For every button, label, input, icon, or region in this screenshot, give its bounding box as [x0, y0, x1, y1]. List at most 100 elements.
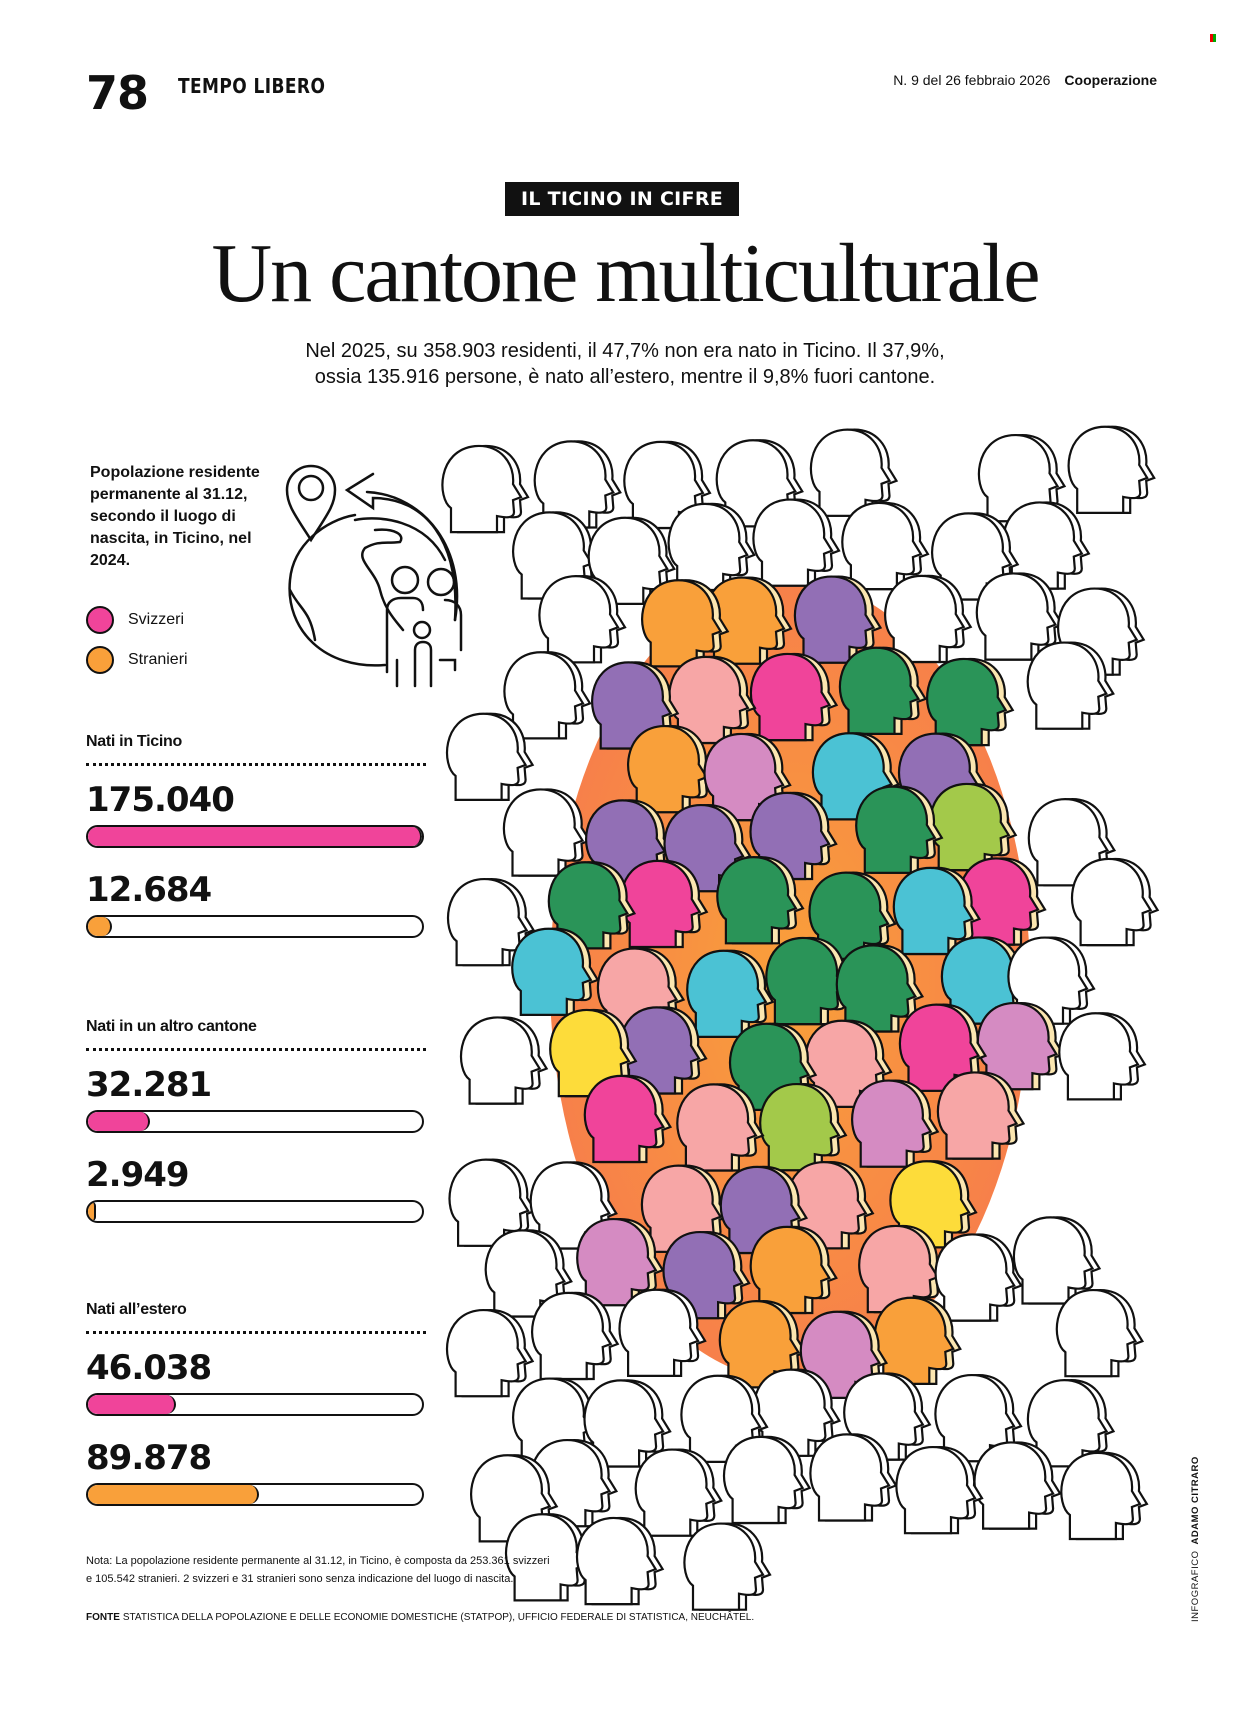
legend-title: Popolazione residente permanente al 31.1… — [90, 464, 260, 569]
colored-head-icon — [936, 1071, 1026, 1160]
colored-head-icon — [583, 1074, 673, 1164]
colored-head-icon — [926, 657, 1015, 747]
outline-head-icon — [587, 516, 676, 606]
publication-name: Cooperazione — [1064, 72, 1157, 88]
print-color-mark — [1210, 34, 1216, 42]
legend-swatch-stranieri — [86, 646, 114, 674]
globe-family-illustration — [285, 464, 463, 688]
source-line: FONTE STATISTICA DELLA POPOLAZIONE E DELL… — [86, 1612, 754, 1623]
colored-head-icon — [576, 1218, 665, 1307]
footnote-line: Nota: La popolazione residente permanent… — [86, 1555, 550, 1567]
colored-head-icon — [511, 927, 600, 1016]
bar-fill-svizzeri — [88, 827, 422, 846]
outline-head-icon — [1067, 425, 1156, 515]
outline-head-icon — [1060, 1451, 1149, 1541]
colored-head-icon — [749, 1225, 838, 1315]
colored-head-icon — [793, 575, 883, 664]
outline-head-icon — [502, 788, 592, 877]
value-label-svizzeri: 32.281 — [86, 1065, 212, 1105]
credit-name: ADAMO CITRARO — [1190, 1456, 1201, 1545]
group-label: Nati in un altro cantone — [86, 1018, 257, 1035]
issue-info: N. 9 del 26 febbraio 2026 Cooperazione — [893, 72, 1157, 88]
colored-head-icon — [759, 1083, 848, 1172]
bar-track-stranieri — [86, 1200, 424, 1223]
colored-head-icon — [627, 725, 716, 814]
bar-track-svizzeri — [86, 825, 424, 848]
subtitle: Nel 2025, su 358.903 residenti, il 47,7%… — [0, 338, 1250, 390]
bar-fill-stranieri — [88, 1202, 97, 1221]
outline-head-icon — [722, 1435, 812, 1525]
outline-head-icon — [1026, 1379, 1116, 1468]
bar-track-stranieri — [86, 1483, 424, 1506]
outline-head-icon — [934, 1233, 1023, 1322]
dotted-divider — [86, 763, 426, 766]
outline-head-icon — [934, 1374, 1023, 1463]
outline-head-icon — [446, 878, 536, 967]
outline-head-icon — [1026, 641, 1115, 730]
outline-head-icon — [973, 1441, 1062, 1530]
colored-head-icon — [716, 856, 805, 945]
outline-head-icon — [583, 1379, 672, 1468]
legend-item-stranieri: Stranieri — [86, 646, 188, 674]
bar-fill-stranieri — [88, 917, 113, 936]
colored-head-icon — [851, 1079, 940, 1168]
colored-head-icon — [808, 871, 897, 960]
colored-head-icon — [547, 861, 637, 950]
outline-head-icon — [1012, 1216, 1102, 1305]
infographic-credit: INFOGRAFICO ADAMO CITRARO — [1190, 1456, 1201, 1622]
outline-head-icon — [533, 440, 622, 529]
family-icon — [385, 565, 463, 688]
outline-head-icon — [459, 1016, 549, 1105]
outline-head-icon — [445, 1309, 535, 1398]
colored-head-icon — [892, 866, 982, 956]
outline-head-icon — [503, 651, 592, 740]
globe-icon — [288, 513, 447, 667]
outline-head-icon — [538, 575, 627, 664]
footnote: Nota: La popolazione residente permanent… — [86, 1552, 646, 1588]
bar-fill-stranieri — [88, 1485, 260, 1504]
section-name: TEMPO LIBERO — [178, 74, 326, 98]
heads-illustration — [420, 420, 1160, 1635]
outline-head-icon — [634, 1448, 723, 1537]
colored-head-icon — [620, 859, 709, 949]
outline-head-icon — [809, 428, 899, 517]
footnote-line: e 105.542 stranieri. 2 svizzeri e 31 str… — [86, 1573, 514, 1585]
subtitle-line: Nel 2025, su 358.903 residenti, il 47,7%… — [305, 340, 945, 362]
colored-head-icon — [940, 936, 1030, 1025]
group-label: Nati all’estero — [86, 1301, 187, 1318]
outline-head-icon — [752, 498, 841, 587]
colored-head-icon — [668, 655, 757, 745]
colored-head-icon — [898, 1003, 988, 1092]
legend-label: Svizzeri — [128, 611, 185, 628]
value-label-stranieri: 2.949 — [86, 1155, 190, 1195]
dotted-divider — [86, 1331, 426, 1334]
outline-head-icon — [1055, 1289, 1145, 1378]
outline-head-icon — [1058, 1012, 1147, 1101]
outline-head-icon — [445, 712, 535, 801]
outline-head-icon — [1007, 936, 1096, 1025]
outline-head-icon — [975, 572, 1065, 661]
subtitle-line: ossia 135.916 persone, è nato all’estero… — [314, 366, 936, 388]
bar-fill-svizzeri — [88, 1112, 150, 1131]
outline-head-icon — [618, 1288, 707, 1378]
colored-head-icon — [718, 1300, 808, 1389]
colored-head-icon — [804, 1019, 893, 1109]
colored-head-icon — [786, 1161, 875, 1250]
colored-head-icon — [619, 1006, 708, 1095]
outline-head-icon — [1070, 857, 1160, 947]
credit-label: INFOGRAFICO — [1190, 1550, 1201, 1622]
outline-head-icon — [441, 444, 530, 534]
colored-head-icon — [704, 576, 793, 665]
colored-head-icon — [765, 936, 854, 1026]
value-label-svizzeri: 175.040 — [86, 780, 235, 820]
colored-head-icon — [929, 782, 1018, 872]
page-number: 78 — [86, 66, 149, 120]
bar-fill-svizzeri — [88, 1395, 176, 1414]
outline-head-icon — [575, 1516, 665, 1606]
dotted-divider — [86, 1048, 426, 1051]
group-label: Nati in Ticino — [86, 733, 182, 750]
bar-track-svizzeri — [86, 1110, 424, 1133]
source-label: FONTE — [86, 1612, 120, 1623]
colored-head-icon — [976, 1002, 1066, 1091]
source-text: STATISTICA DELLA POPOLAZIONE E DELLE ECO… — [122, 1612, 755, 1623]
